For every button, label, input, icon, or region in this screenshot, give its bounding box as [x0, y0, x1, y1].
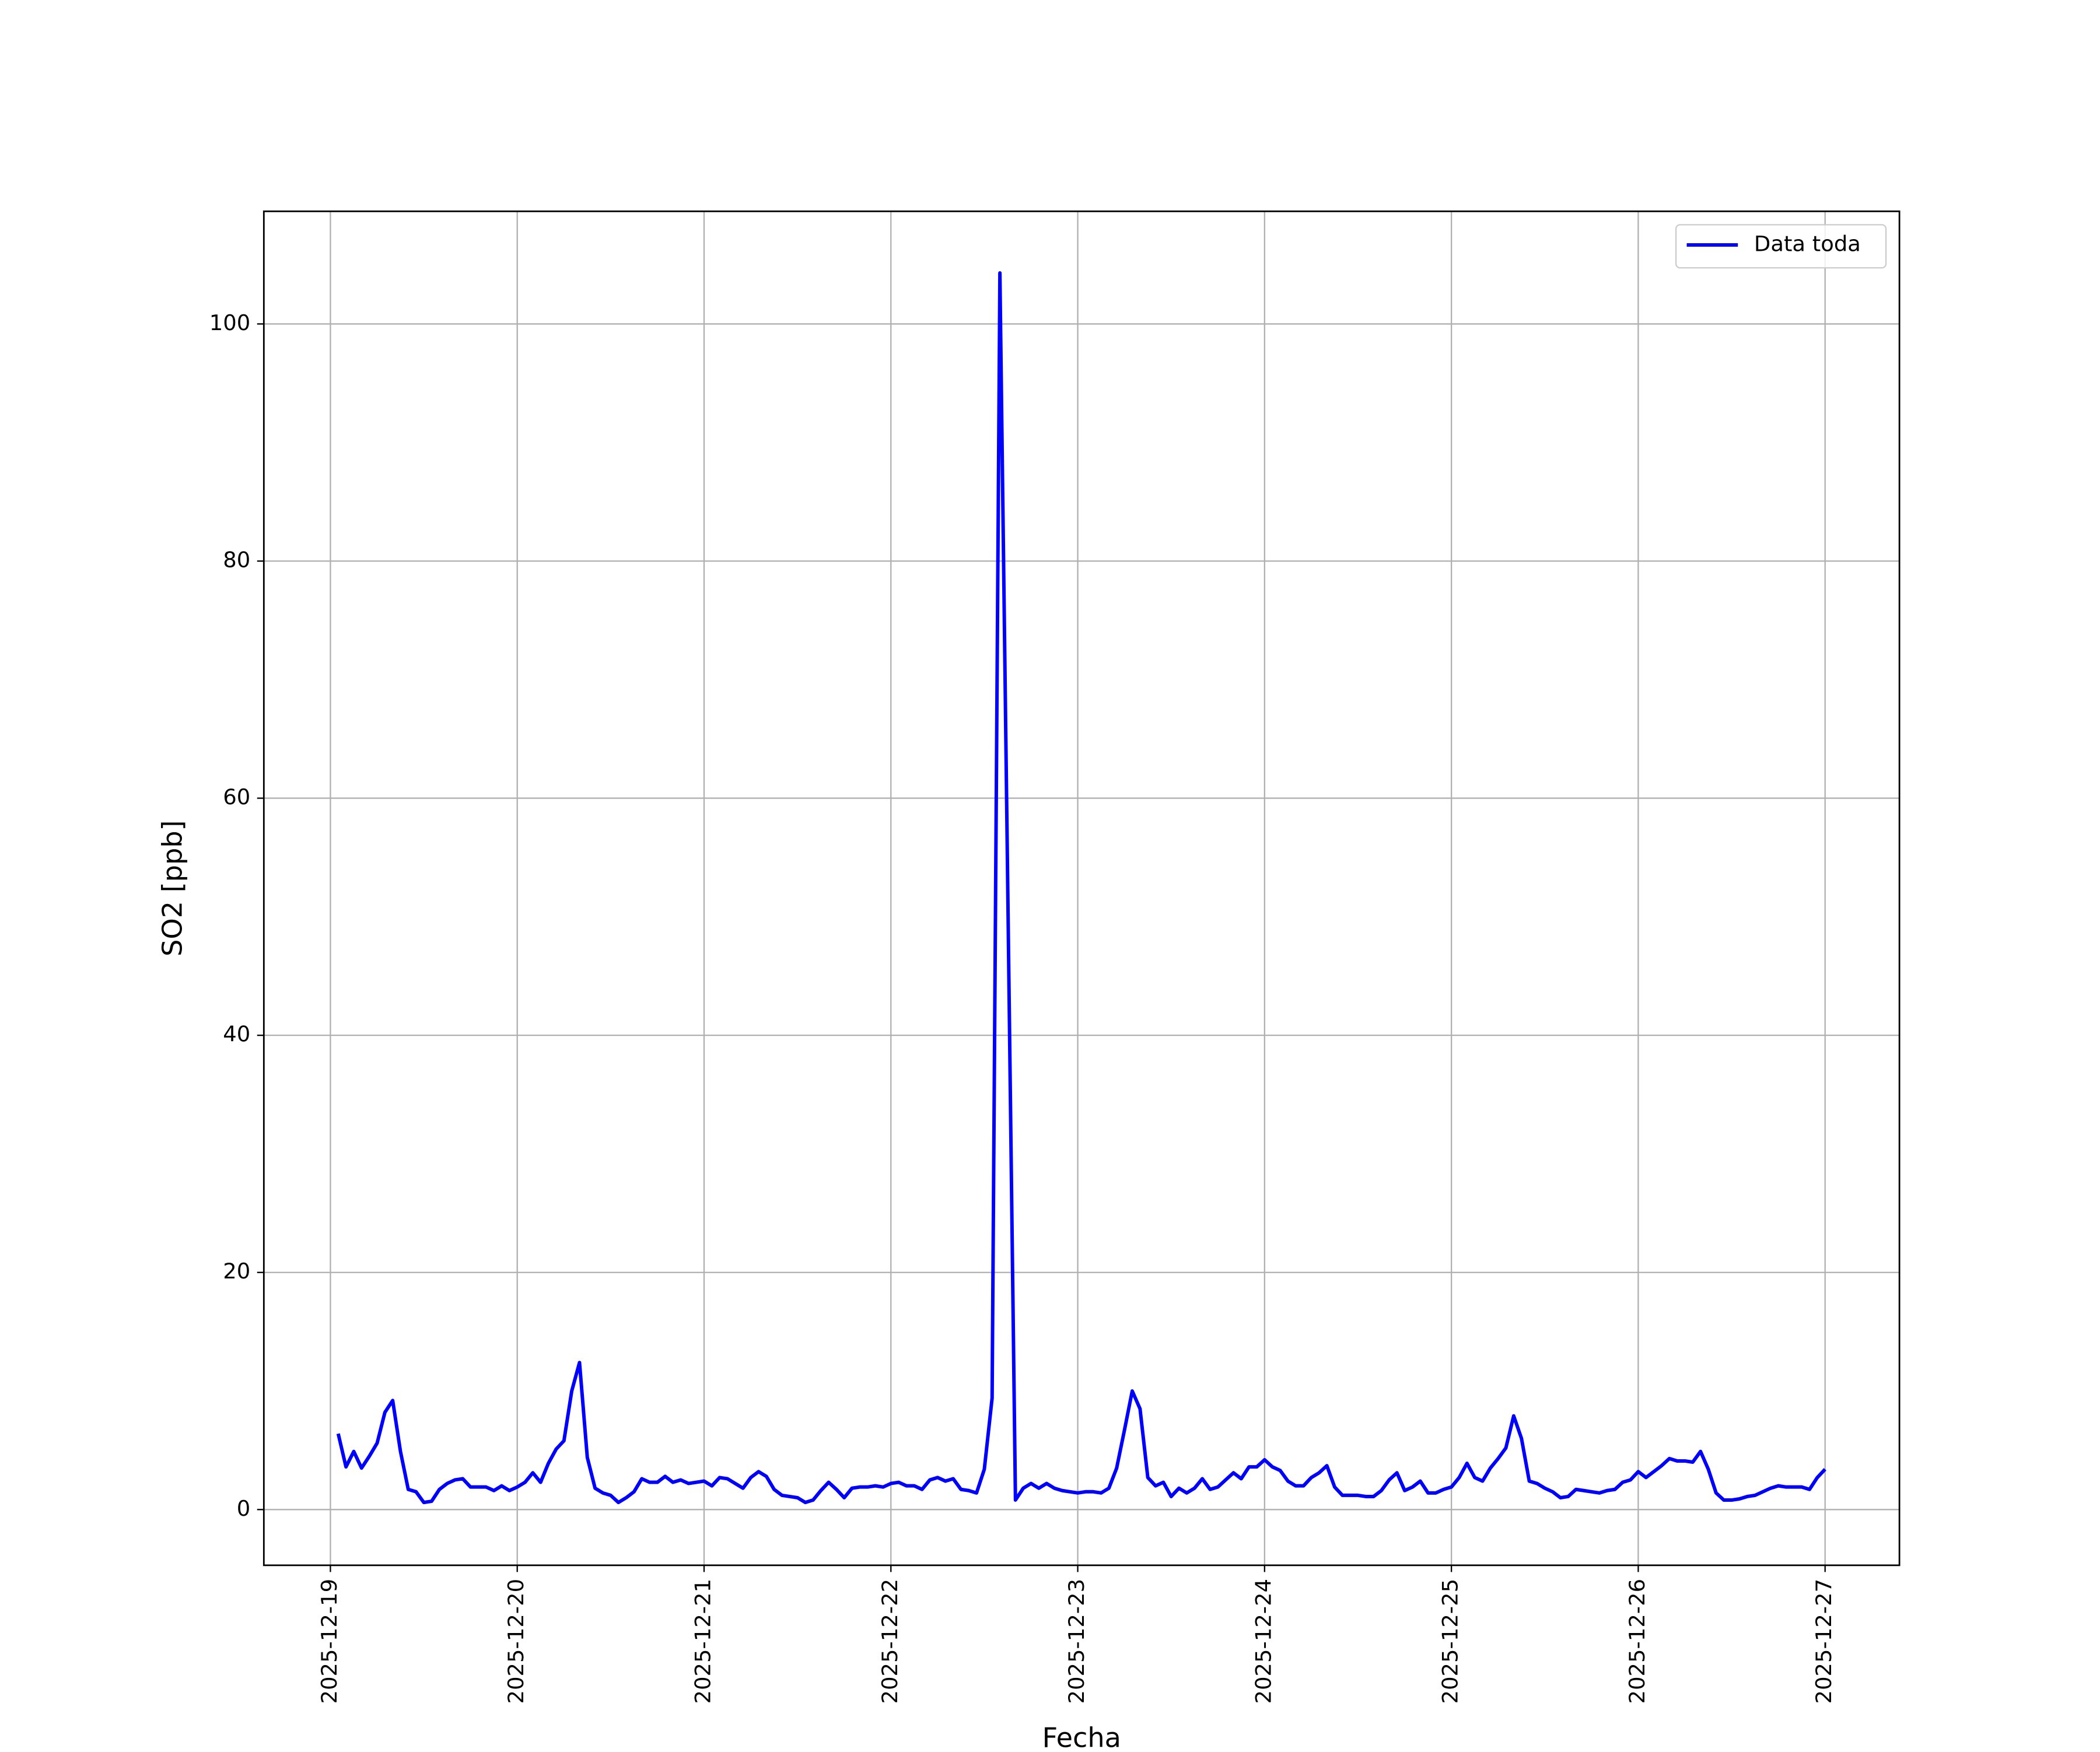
y-tick-label: 60: [223, 784, 250, 810]
plot-frame: [262, 210, 1901, 1567]
x-tick-label: 2025-12-21: [690, 1579, 715, 1704]
data-line: [336, 271, 1826, 1505]
x-tick-label: 2025-12-19: [317, 1579, 342, 1704]
x-tick-label: 2025-12-22: [877, 1579, 902, 1704]
y-axis-label: SO2 [ppb]: [157, 820, 188, 956]
legend-label: Data toda: [1754, 232, 1861, 257]
plot-lines: [336, 271, 1826, 1505]
y-tick-label: 20: [223, 1259, 250, 1284]
x-tick-label: 2025-12-24: [1251, 1579, 1276, 1704]
legend-box: [1675, 224, 1887, 269]
y-tick-label: 80: [223, 548, 250, 573]
y-tick-label: 0: [237, 1496, 250, 1521]
y-tick-label: 40: [223, 1022, 250, 1047]
grid: [264, 211, 1900, 1565]
x-tick-label: 2025-12-26: [1625, 1579, 1650, 1704]
legend: Data toda: [1675, 224, 1887, 269]
x-tick-label: 2025-12-27: [1811, 1579, 1836, 1704]
ticks: 2025-12-19 2025-12-20 2025-12-21 2025-12-22…: [209, 310, 1836, 1704]
x-axis-label: Fecha: [1042, 1722, 1121, 1750]
y-tick-label: 100: [209, 310, 250, 335]
x-tick-label: 2025-12-20: [503, 1579, 528, 1704]
x-tick-label: 2025-12-23: [1064, 1579, 1089, 1704]
x-tick-label: 2025-12-25: [1438, 1579, 1463, 1704]
